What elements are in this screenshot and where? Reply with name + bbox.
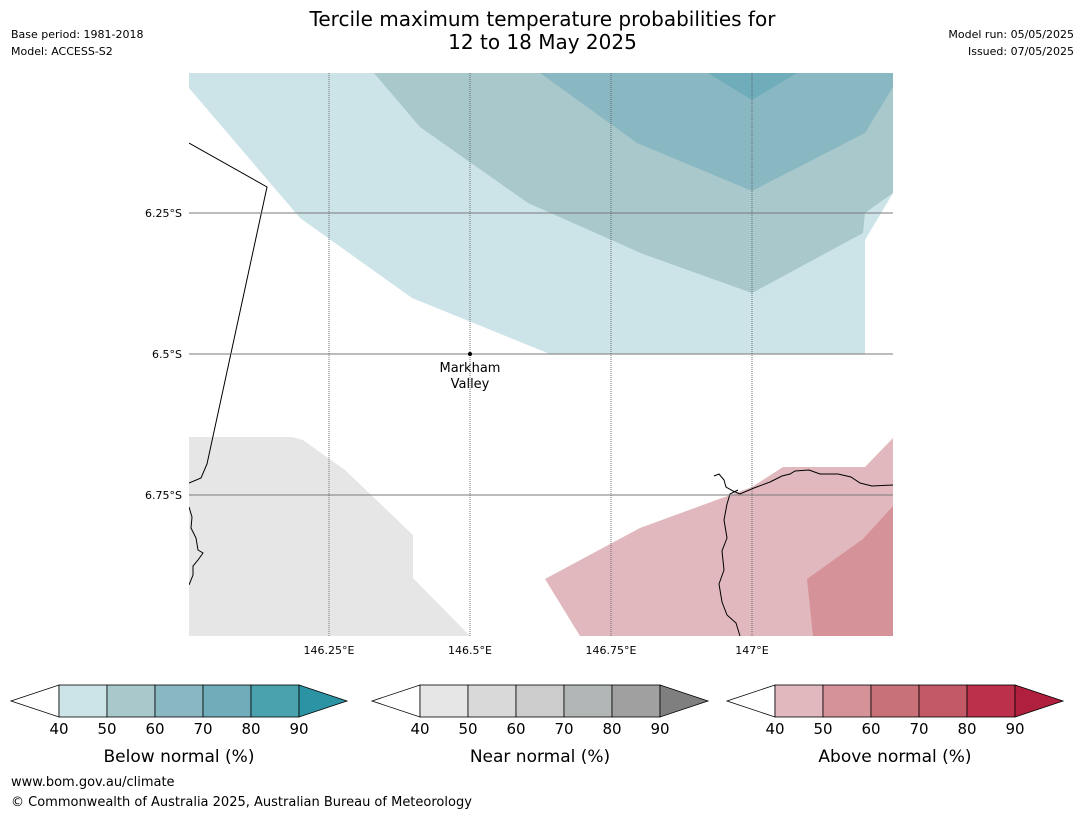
lat-label: 6.5°S (152, 348, 182, 361)
colorbar-segment (467, 684, 517, 718)
colorbar-tick-label: 40 (49, 720, 68, 738)
colorbar-tick-label: 70 (193, 720, 212, 738)
lat-label: 6.25°S (145, 207, 182, 220)
above-normal-50-region (807, 506, 893, 636)
colorbar-segment (774, 684, 824, 718)
colorbar-segment (515, 684, 565, 718)
colorbar-segment (563, 684, 613, 718)
colorbar-tick-label: 60 (145, 720, 164, 738)
colorbar-tick-label: 70 (554, 720, 573, 738)
colorbar-tick-label: 80 (602, 720, 621, 738)
place-label: Markham Valley (440, 361, 501, 392)
colorbar-segment (822, 684, 872, 718)
colorbar-high-extend (298, 684, 349, 718)
colorbar-tick-label: 90 (1005, 720, 1024, 738)
latitude-labels: 6.25°S 6.5°S 6.75°S (145, 207, 182, 502)
above-normal-40-region (545, 438, 893, 636)
coastline (189, 142, 893, 636)
graticule (189, 73, 893, 636)
colorbar-tick-label: 80 (957, 720, 976, 738)
meta-right: Model run: 05/05/2025 Issued: 07/05/2025 (948, 26, 1074, 60)
colorbar: 40 50 60 70 80 90 Near normal (%) (370, 684, 710, 767)
footer-url[interactable]: www.bom.gov.au/climate (11, 775, 175, 790)
colorbar-tick-label: 40 (410, 720, 429, 738)
colorbar: 40 50 60 70 80 90 Below normal (%) (9, 684, 349, 767)
colorbar-title: Below normal (%) (104, 747, 255, 767)
place-name-line-1: Markham (440, 361, 501, 376)
near-normal-40-region (189, 437, 470, 636)
colorbar-segment (202, 684, 252, 718)
below-normal-70-region (708, 73, 797, 100)
longitude-labels: 146.25°E 146.5°E 146.75°E 147°E (304, 644, 769, 657)
colorbar-segment (966, 684, 1016, 718)
colorbar-tick-label: 60 (861, 720, 880, 738)
meta-left: Base period: 1981-2018 Model: ACCESS-S2 (11, 26, 143, 60)
model-name: Model: ACCESS-S2 (11, 45, 113, 58)
colorbar-high-extend (1014, 684, 1065, 718)
colorbar-tick-label: 90 (289, 720, 308, 738)
lon-label: 146.75°E (586, 644, 637, 657)
base-period: Base period: 1981-2018 (11, 28, 144, 41)
issued-date: Issued: 07/05/2025 (967, 45, 1074, 58)
colorbar-low-extend (370, 684, 421, 718)
colorbar-segment (154, 684, 204, 718)
colorbar-segment (918, 684, 968, 718)
colorbar-high-extend (659, 684, 710, 718)
colorbar-segment (419, 684, 469, 718)
lon-label: 146.25°E (304, 644, 355, 657)
colorbar-tick-label: 50 (458, 720, 477, 738)
colorbar-tick-label: 50 (813, 720, 832, 738)
colorbar: 40 50 60 70 80 90 Above normal (%) (725, 684, 1065, 767)
colorbar-low-extend (725, 684, 776, 718)
below-normal-60-region (540, 73, 893, 191)
title-line-1: Tercile maximum temperature probabilitie… (309, 7, 776, 31)
colorbar-tick-label: 60 (506, 720, 525, 738)
colorbar-tick-label: 70 (909, 720, 928, 738)
lat-label: 6.75°S (145, 489, 182, 502)
colorbar-title: Above normal (%) (818, 747, 971, 767)
colorbar-segment (250, 684, 300, 718)
colorbar-tick-label: 80 (241, 720, 260, 738)
colorbar-tick-label: 90 (650, 720, 669, 738)
lon-label: 146.5°E (448, 644, 492, 657)
lon-label: 147°E (735, 644, 768, 657)
colorbar-title: Near normal (%) (470, 747, 610, 767)
colorbar-segment (106, 684, 156, 718)
colorbar-tick-label: 40 (765, 720, 784, 738)
colorbar-low-extend (9, 684, 60, 718)
place-name-line-2: Valley (451, 377, 490, 392)
model-run: Model run: 05/05/2025 (948, 28, 1074, 41)
place-marker (468, 352, 472, 356)
colorbar-tick-label: 50 (97, 720, 116, 738)
colorbar-segment (870, 684, 920, 718)
title-line-2: 12 to 18 May 2025 (448, 30, 637, 54)
colorbar-segment (611, 684, 661, 718)
colorbar-segment (58, 684, 108, 718)
legends: 40 50 60 70 80 90 Below normal (%) 40 50 60 70 80 90… (9, 684, 1065, 767)
footer-copyright: © Commonwealth of Australia 2025, Austra… (11, 795, 472, 810)
map-title: Tercile maximum temperature probabilitie… (0, 8, 1085, 54)
